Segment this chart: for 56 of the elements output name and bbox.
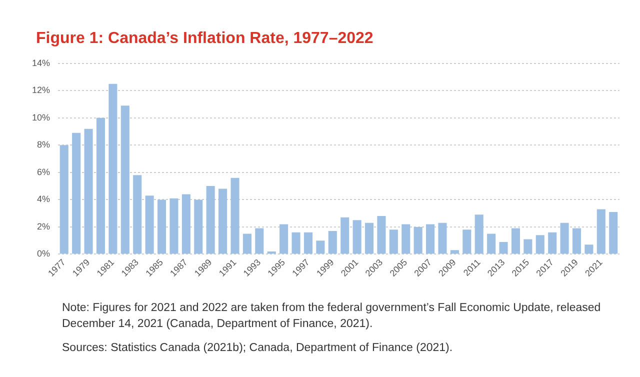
bar xyxy=(157,200,166,254)
bar xyxy=(389,230,398,254)
bar xyxy=(72,132,81,254)
bar xyxy=(120,106,130,254)
y-tick-label: 2% xyxy=(37,221,50,232)
bar xyxy=(292,232,300,254)
bar xyxy=(145,196,154,254)
y-tick-label: 4% xyxy=(37,194,50,204)
bar xyxy=(548,232,557,254)
bar xyxy=(572,228,582,254)
bar xyxy=(218,188,228,254)
y-tick-label: 6% xyxy=(37,166,50,177)
bar xyxy=(536,235,544,254)
bar xyxy=(487,234,496,254)
bar xyxy=(499,242,508,254)
bar xyxy=(280,224,288,254)
y-tick-label: 8% xyxy=(37,140,50,150)
bar xyxy=(596,209,606,254)
bar xyxy=(340,217,350,254)
bar xyxy=(60,145,68,254)
bar xyxy=(133,175,142,254)
bar xyxy=(377,216,386,254)
bar xyxy=(364,222,374,254)
bar xyxy=(511,228,520,254)
bar xyxy=(182,194,190,254)
bar xyxy=(414,226,422,254)
bar xyxy=(255,228,264,254)
source-note: Sources: Statistics Canada (2021b); Canada, Department of Finance (2021). xyxy=(62,341,454,356)
bar xyxy=(170,198,178,254)
chart-title: Figure 1: Canada’s Inflation Rate, 1977–2022 xyxy=(36,30,374,48)
bar xyxy=(96,118,106,254)
bar xyxy=(242,234,252,254)
y-tick-label: 10% xyxy=(32,112,50,122)
bar xyxy=(524,239,532,254)
bar xyxy=(584,244,594,254)
bar xyxy=(352,220,362,254)
bar xyxy=(426,224,435,254)
y-tick-label: 12% xyxy=(32,85,50,96)
bar xyxy=(438,222,447,254)
y-tick-label: 14% xyxy=(32,58,50,68)
bar xyxy=(316,240,325,254)
bar xyxy=(328,231,337,254)
bar xyxy=(194,200,203,254)
bar xyxy=(206,186,215,254)
bar xyxy=(230,178,240,254)
bar xyxy=(108,84,118,254)
y-tick-label: 0% xyxy=(37,248,50,259)
text: Note: Figures for 2021 and 2022 are taken from the federal government’s Fall Economic Update, released December 14, 2021 (Canada, Department of Finance, 2021). xyxy=(62,301,602,332)
bar xyxy=(474,214,484,254)
bar xyxy=(450,250,459,254)
bar xyxy=(84,128,93,254)
bar xyxy=(402,224,410,254)
bar xyxy=(609,212,618,254)
bar xyxy=(304,232,312,254)
bar xyxy=(560,222,569,254)
bar xyxy=(462,230,472,254)
